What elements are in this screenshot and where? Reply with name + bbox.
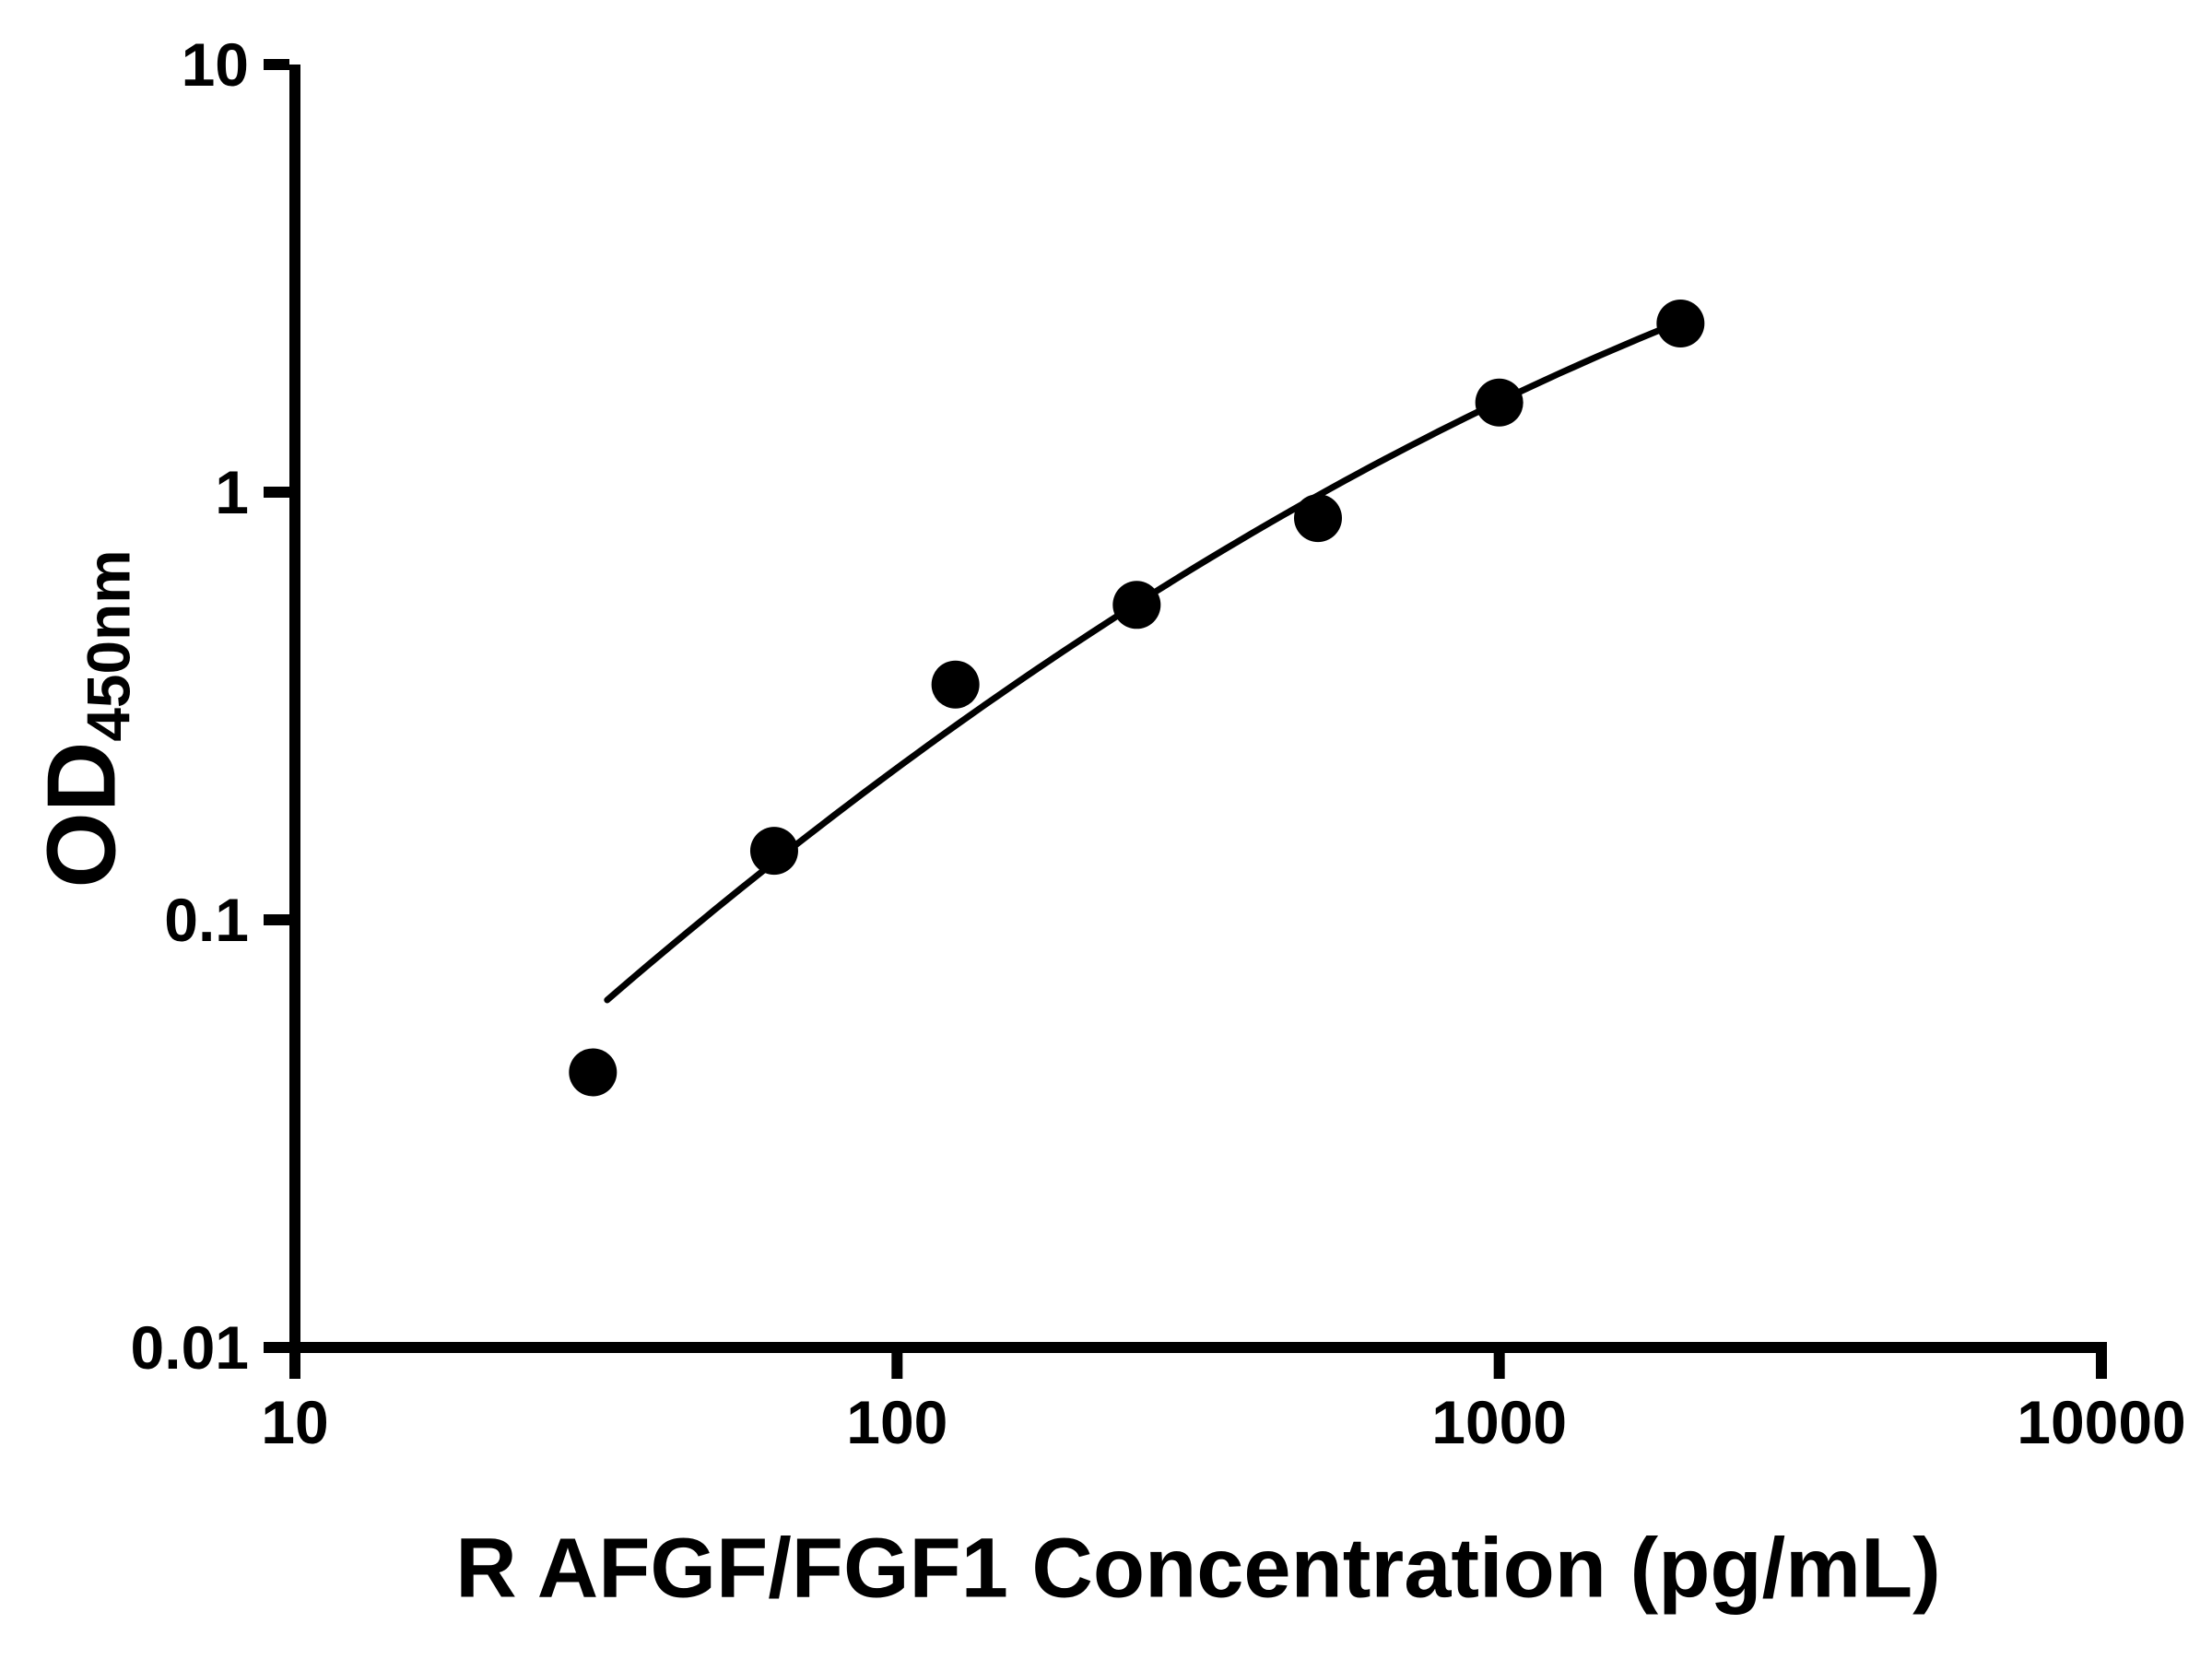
y-axis-title-main: OD [27,741,136,888]
x-tick-label: 10000 [2017,1388,2186,1456]
x-axis-title: R AFGF/FGF1 Concentration (pg/mL) [455,1521,1941,1616]
data-point [569,1048,618,1097]
y-axis-title: OD450nm [26,549,143,888]
x-tick-label: 100 [846,1388,947,1456]
x-tick-label: 10 [261,1388,328,1456]
x-tick-label: 1000 [1431,1388,1567,1456]
y-tick-label: 1 [215,458,249,526]
data-point [1112,581,1161,629]
y-tick-label: 0.1 [164,886,249,954]
data-point [931,660,980,709]
y-axis-title-sub: 450nm [75,549,143,742]
y-tick-label: 10 [182,30,249,99]
data-point [1293,494,1342,543]
data-point [749,827,798,876]
y-tick-label: 0.01 [131,1313,249,1382]
data-point [1656,299,1705,347]
fit-curve [604,318,1684,1004]
data-point [1475,378,1524,427]
